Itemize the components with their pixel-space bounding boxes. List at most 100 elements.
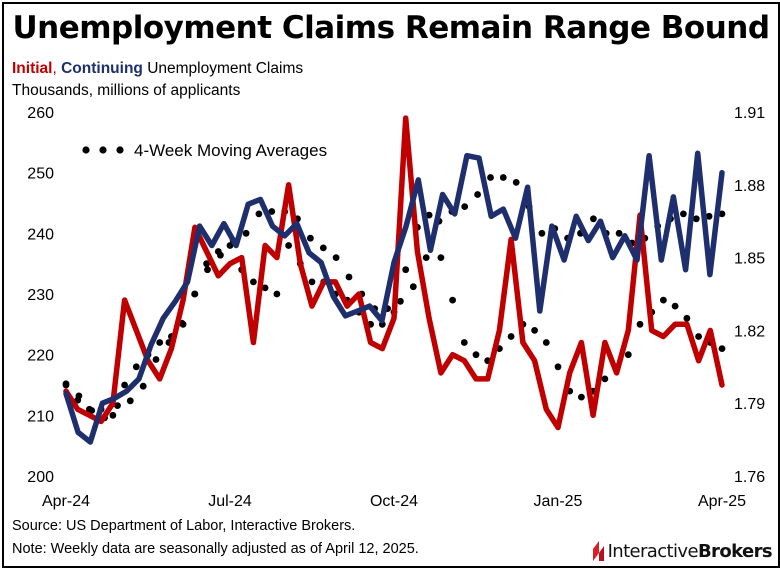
initial-average-point xyxy=(695,333,702,340)
initial-average-point xyxy=(660,296,667,304)
initial-average-point xyxy=(121,381,128,389)
initial-average-point xyxy=(308,278,316,286)
x-tick-label: Apr-24 xyxy=(42,493,90,510)
continuing-average-point xyxy=(88,407,96,414)
initial-average-point xyxy=(109,411,117,419)
initial-average-point xyxy=(156,339,164,346)
continuing-average-point xyxy=(217,251,224,259)
legend-marker xyxy=(99,146,107,154)
initial-average-point xyxy=(683,314,691,322)
continuing-line xyxy=(63,150,725,445)
logo-mark-icon xyxy=(592,541,604,561)
legend-marker xyxy=(82,146,90,154)
continuing-average-point xyxy=(680,210,687,218)
initial-average-point xyxy=(285,242,292,249)
initial-average-point xyxy=(624,351,632,359)
subtitle-continuing: Continuing xyxy=(61,60,143,77)
chart-subtitle: Initial, Continuing Unemployment Claims xyxy=(12,60,303,78)
continuing-average-point xyxy=(487,174,494,181)
y-right-tick-label: 1.79 xyxy=(734,396,765,413)
continuing-average-point xyxy=(538,229,546,237)
continuing-average-point xyxy=(718,210,726,218)
continuing-average-point xyxy=(705,212,713,220)
initial-average-point xyxy=(261,284,269,292)
initial-average-point xyxy=(472,351,480,359)
initial-average-point xyxy=(226,242,234,249)
continuing-average-point xyxy=(615,229,623,237)
chart-title: Unemployment Claims Remain Range Bound xyxy=(12,10,770,46)
continuing-average-point xyxy=(332,254,340,261)
logo-text: InteractiveBrokers xyxy=(607,540,773,562)
continuing-average-point xyxy=(255,210,263,218)
initial-average-point xyxy=(554,363,562,371)
subtitle-initial: Initial xyxy=(12,60,53,77)
continuing-average-point xyxy=(242,229,250,237)
continuing-average-point xyxy=(152,356,160,363)
initial-average-point xyxy=(203,260,211,268)
initial-average-point xyxy=(437,254,445,261)
y-left-tick-label: 250 xyxy=(27,166,54,183)
continuing-average-point xyxy=(75,392,83,400)
y-right-tick-label: 1.91 xyxy=(734,105,765,122)
chart-plot: 200 210 220 230 240 250 260 1.76 1.79 1.82 1.85 1.8… xyxy=(27,105,765,510)
initial-average-point xyxy=(460,339,468,346)
initial-average-point xyxy=(250,278,257,286)
continuing-average-point xyxy=(191,290,199,298)
y-left-tick-label: 210 xyxy=(27,408,54,425)
continuing-average-point xyxy=(114,402,121,409)
continuing-average-point xyxy=(307,234,314,242)
interactive-brokers-logo: InteractiveBrokers xyxy=(591,538,773,564)
continuing-average-point xyxy=(319,244,327,252)
continuing-average-point xyxy=(397,297,404,305)
initial-average-point xyxy=(542,339,550,346)
initial-average-point xyxy=(578,393,585,401)
continuing-average-point xyxy=(422,254,430,261)
initial-average-point xyxy=(601,375,609,383)
continuing-average-point xyxy=(345,273,353,281)
source-note: Source: US Department of Labor, Interact… xyxy=(12,518,356,534)
initial-average-point xyxy=(718,345,726,352)
logo-text-part-2: Brokers xyxy=(697,540,773,562)
x-tick-label: Jul-24 xyxy=(208,493,252,510)
continuing-average-point xyxy=(204,266,211,274)
initial-average-point xyxy=(402,266,410,274)
continuing-average-point xyxy=(62,380,70,388)
y-left-tick-label: 220 xyxy=(27,348,54,365)
continuing-average-point xyxy=(409,283,417,291)
x-tick-label: Oct-24 xyxy=(370,493,418,510)
initial-average-point xyxy=(507,333,515,340)
continuing-average-point xyxy=(126,397,134,405)
x-tick-label: Apr-25 xyxy=(698,493,746,510)
x-tick-label: Jan-25 xyxy=(534,493,583,510)
legend-marker xyxy=(116,146,124,154)
continuing-average-point xyxy=(692,215,700,223)
continuing-average-point xyxy=(139,382,147,390)
initial-average-point xyxy=(636,320,644,328)
logo-text-part-1: Interactive xyxy=(607,540,699,562)
initial-average-point xyxy=(531,327,538,334)
continuing-average-point xyxy=(268,208,276,215)
y-left-tick-label: 200 xyxy=(27,469,54,486)
y-left-tick-label: 240 xyxy=(27,226,54,243)
subtitle-rest: Unemployment Claims xyxy=(142,60,304,77)
continuing-average-point xyxy=(499,174,507,181)
data-note: Note: Weekly data are seasonally adjuste… xyxy=(12,541,419,557)
y-left-tick-label: 260 xyxy=(27,105,54,122)
continuing-average-point xyxy=(474,191,481,198)
units-label: Thousands, millions of applicants xyxy=(12,82,241,99)
subtitle-separator: , xyxy=(52,60,57,77)
y-right-tick-label: 1.76 xyxy=(734,469,765,486)
initial-average-point xyxy=(449,296,456,304)
initial-average-point xyxy=(273,290,281,298)
y-left-tick-label: 230 xyxy=(27,287,54,304)
continuing-average-point xyxy=(512,179,520,186)
continuing-average-point xyxy=(590,215,597,223)
legend-label: 4-Week Moving Averages xyxy=(134,141,327,160)
initial-line xyxy=(63,115,725,431)
initial-average-point xyxy=(132,363,140,371)
y-right-tick-label: 1.85 xyxy=(734,251,765,268)
continuing-average-point xyxy=(461,203,469,211)
initial-average-point xyxy=(671,302,679,310)
y-right-tick-label: 1.82 xyxy=(734,323,765,340)
